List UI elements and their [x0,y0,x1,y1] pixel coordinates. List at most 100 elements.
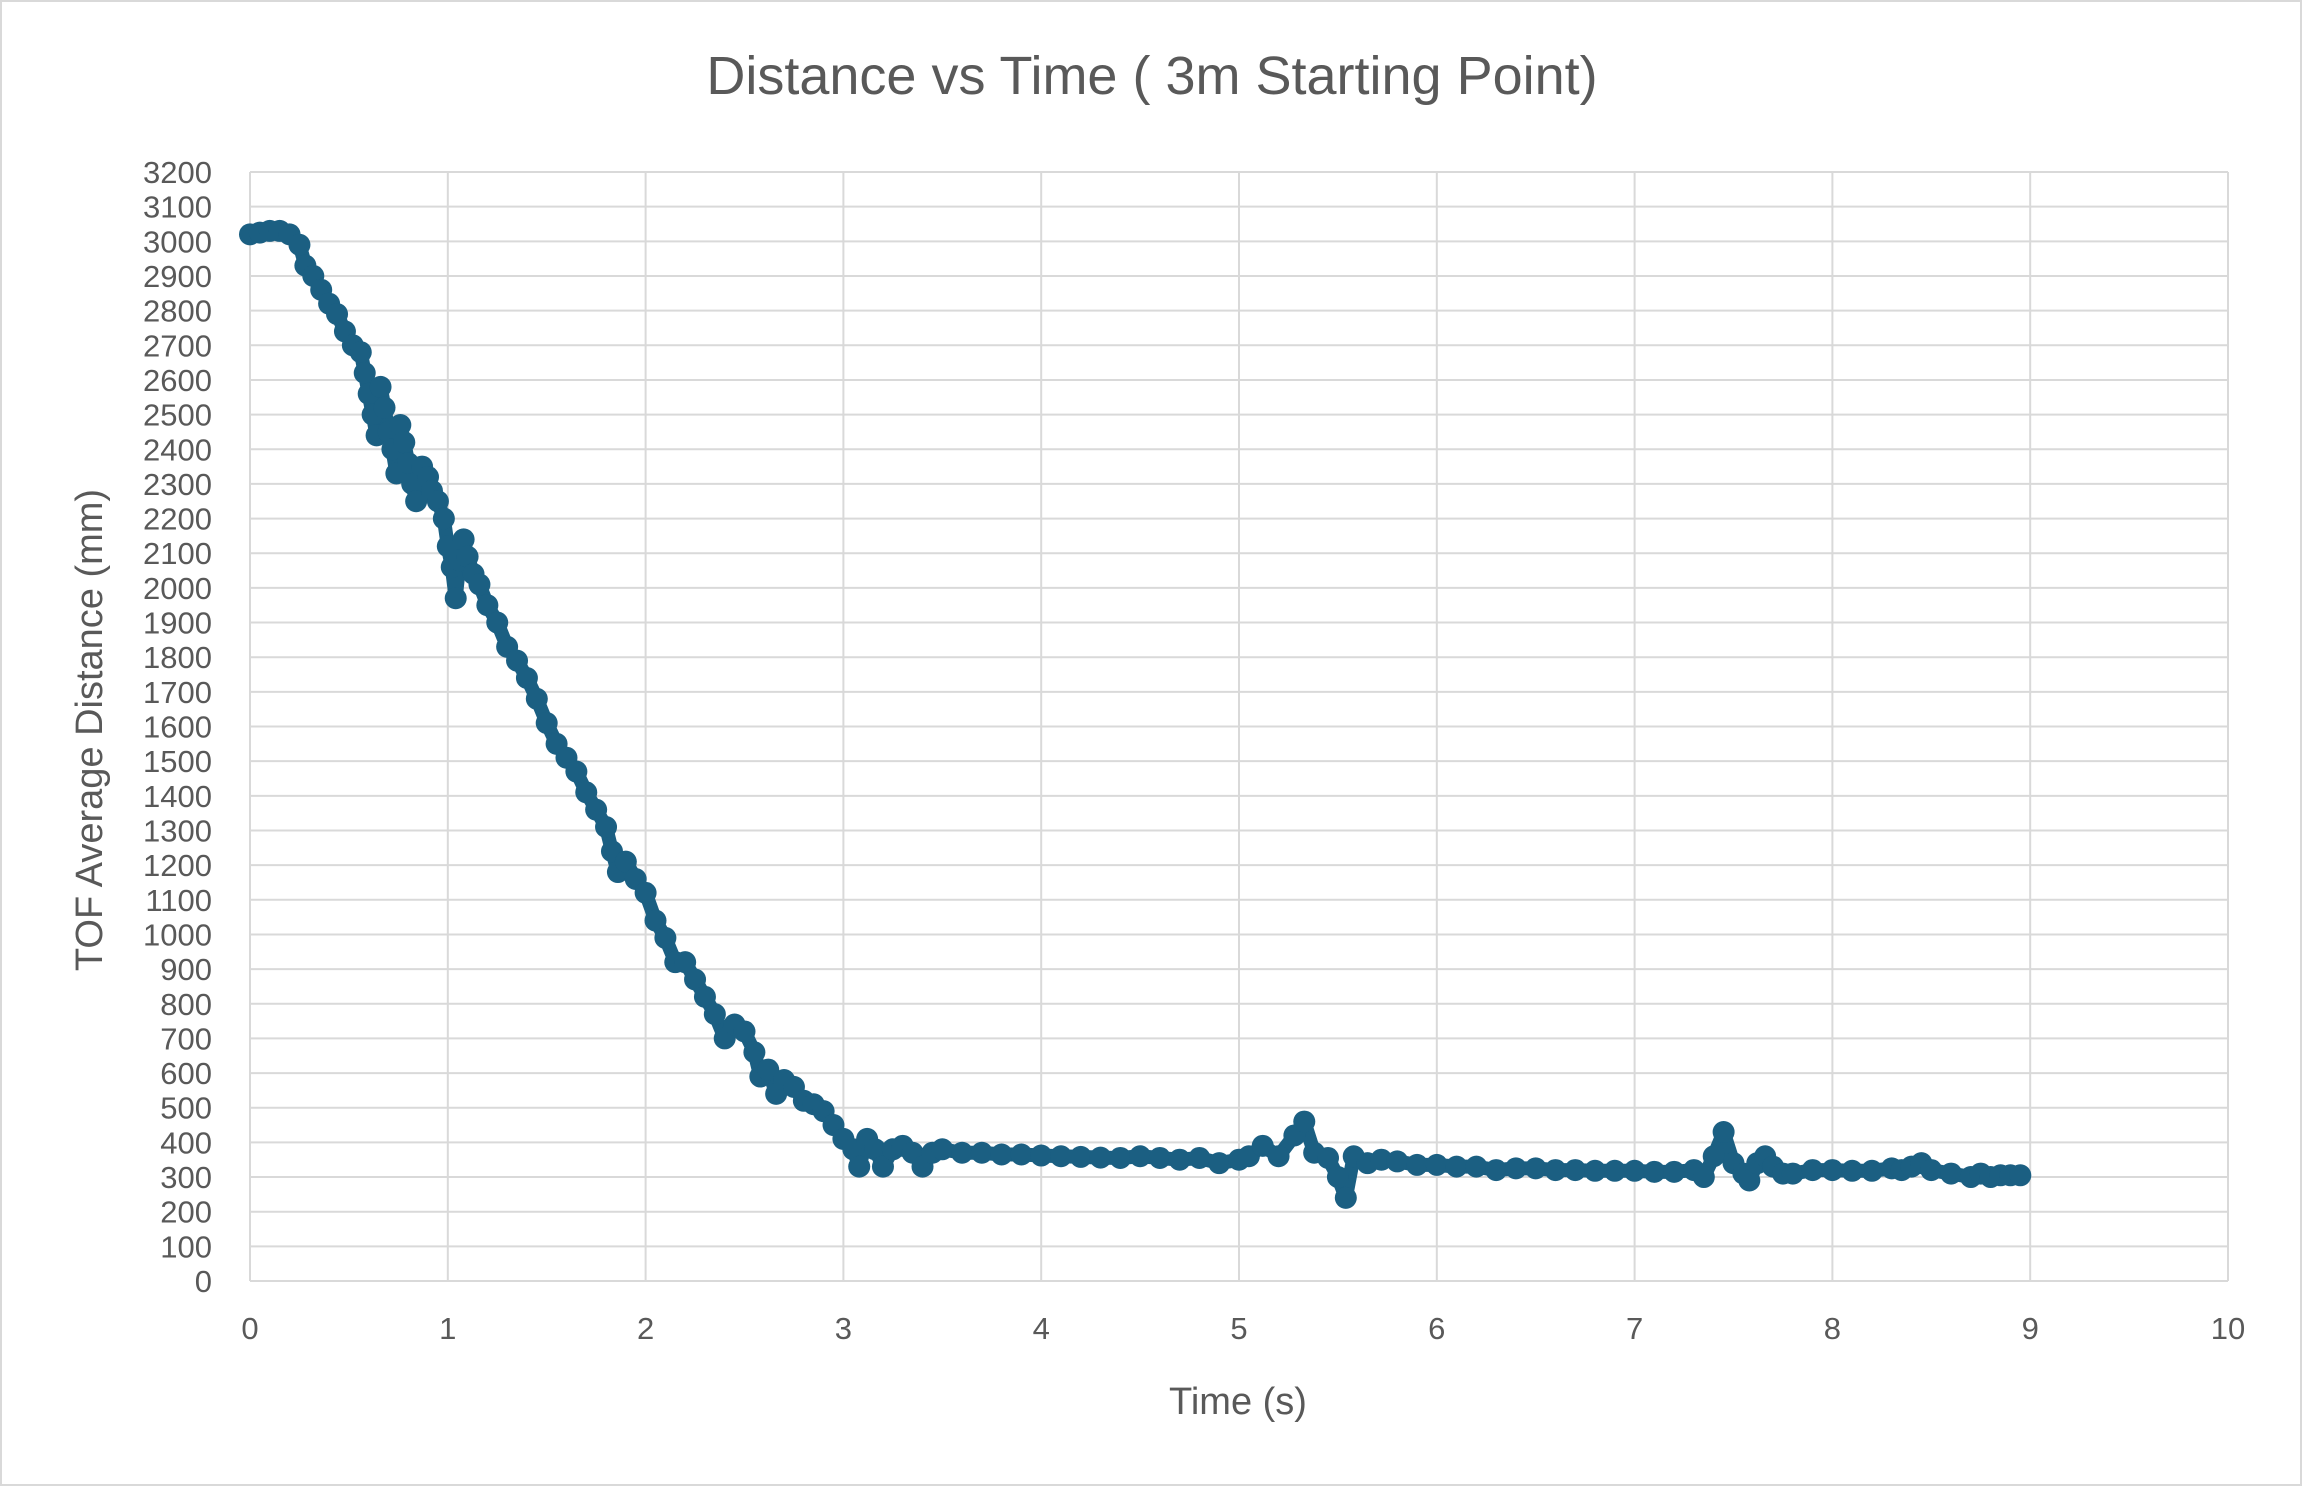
data-point [452,528,475,551]
x-axis-label: Time (s) [1169,1381,1307,1423]
y-tick-label: 2800 [143,294,212,329]
data-point [1010,1143,1033,1166]
y-tick-label: 800 [160,987,212,1022]
data-point [405,490,428,513]
data-point [1841,1159,1864,1182]
data-point [654,926,677,949]
data-point [703,1003,726,1026]
data-point [1781,1162,1804,1185]
data-point [1251,1134,1274,1157]
y-tick-label: 2700 [143,328,212,363]
data-point [349,341,372,364]
data-point [1317,1146,1340,1169]
x-tick-label: 0 [241,1311,258,1346]
data-point [444,587,467,610]
y-tick-label: 1200 [143,848,212,883]
data-point [389,413,412,436]
gridlines [249,171,2229,1282]
y-tick-label: 3200 [143,155,212,190]
data-point [1623,1159,1646,1182]
data-point [1712,1120,1735,1143]
y-tick-label: 300 [160,1160,212,1195]
y-tick-label: 3000 [143,224,212,259]
data-point [1208,1152,1231,1175]
data-point [2009,1164,2032,1187]
data-point [585,798,608,821]
data-point [1524,1157,1547,1180]
data-point [1267,1145,1290,1168]
data-point [565,760,588,783]
data-point [674,951,697,974]
data-point [1465,1155,1488,1178]
data-point [369,375,392,398]
y-tick-label: 2500 [143,398,212,433]
data-point [614,850,637,873]
y-tick-label: 1100 [145,883,212,918]
x-tick-label: 10 [2211,1311,2245,1346]
series-line [243,223,2028,1205]
y-tick-label: 3100 [143,190,212,225]
y-tick-label: 200 [160,1195,212,1230]
data-point [1643,1160,1666,1183]
data-point [1129,1145,1152,1168]
data-point [1425,1153,1448,1176]
data-point [1334,1186,1357,1209]
data-point [373,396,396,419]
data-point [326,303,349,326]
data-point [693,985,716,1008]
data-point [1148,1146,1171,1169]
data-point [575,781,598,804]
data-point [515,666,538,689]
data-point [535,712,558,735]
data-point [1188,1146,1211,1169]
y-tick-label: 700 [160,1021,212,1056]
data-point [1445,1155,1468,1178]
y-tick-label: 100 [160,1229,212,1264]
data-point [426,490,449,513]
data-point [353,362,376,385]
y-tick-label: 1600 [143,710,212,745]
x-tick-label: 5 [1230,1311,1247,1346]
data-point [1089,1146,1112,1169]
y-axis-label: TOF Average Distance (mm) [69,489,111,971]
y-tick-label: 2100 [143,536,212,571]
data-point [393,431,416,454]
data-point [757,1058,780,1081]
data-point [1504,1157,1527,1180]
data-point [1663,1160,1686,1183]
data-point [1821,1159,1844,1182]
y-tick-label: 1900 [143,606,212,641]
x-tick-label: 4 [1033,1311,1050,1346]
data-point [743,1041,766,1064]
y-tick-label: 1500 [143,744,212,779]
data-point [931,1138,954,1161]
data-point [1801,1159,1824,1182]
x-tick-label: 6 [1428,1311,1445,1346]
y-axis-ticks: 0100200300400500600700800900100011001200… [143,155,212,1299]
data-point [1326,1166,1349,1189]
y-tick-label: 2000 [143,571,212,606]
data-point [1168,1148,1191,1171]
data-point [525,687,548,710]
data-point [468,573,491,596]
data-point [1030,1144,1053,1167]
data-point [733,1020,756,1043]
x-tick-label: 3 [835,1311,852,1346]
y-tick-label: 400 [160,1125,212,1160]
x-tick-label: 9 [2022,1311,2039,1346]
data-point [1293,1110,1316,1133]
data-series [239,219,2032,1209]
x-tick-label: 2 [637,1311,654,1346]
data-point [1692,1166,1715,1189]
data-point [1860,1159,1883,1182]
data-point [1584,1159,1607,1182]
y-tick-label: 0 [195,1264,212,1299]
data-point [1406,1153,1429,1176]
data-point [476,594,499,617]
data-point [1920,1159,1943,1182]
data-point [595,816,618,839]
y-tick-label: 1700 [143,675,212,710]
data-point [1738,1169,1761,1192]
